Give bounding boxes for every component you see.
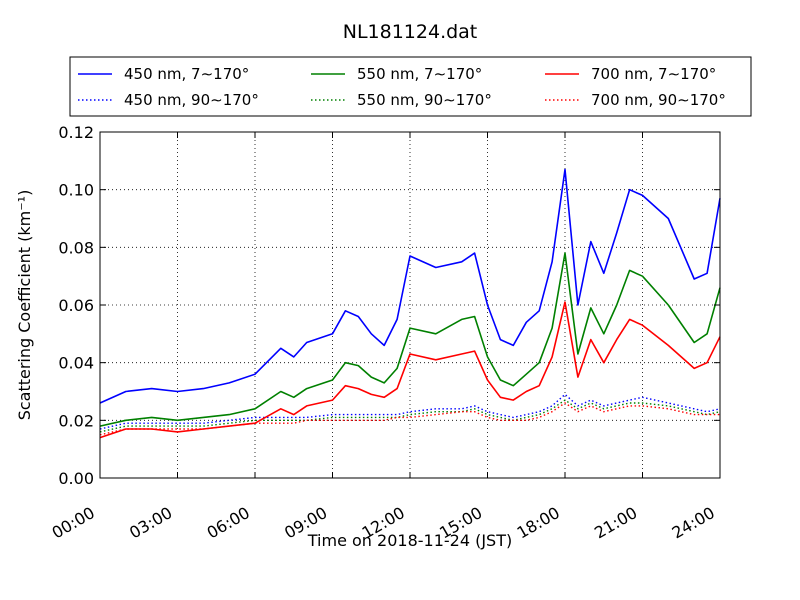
y-tick-label: 0.12 xyxy=(58,123,94,142)
series-line-2 xyxy=(99,252,721,427)
series-group xyxy=(99,168,721,439)
y-axis-label: Scattering Coefficient (km⁻¹) xyxy=(15,190,34,421)
series-line-0 xyxy=(99,168,721,404)
series-line-4 xyxy=(99,301,721,439)
y-tick-label: 0.08 xyxy=(58,238,94,257)
legend-label-1: 450 nm, 90∼170° xyxy=(124,91,259,109)
legend-label-5: 700 nm, 90∼170° xyxy=(591,91,726,109)
chart-title: NL181124.dat xyxy=(343,21,478,43)
y-tick-label: 0.04 xyxy=(58,354,94,373)
y-tick-label: 0.06 xyxy=(58,296,94,315)
y-tick-label: 0.10 xyxy=(58,181,94,200)
legend-label-3: 550 nm, 90∼170° xyxy=(357,91,492,109)
legend-label-2: 550 nm, 7∼170° xyxy=(357,65,482,83)
legend-box xyxy=(69,56,752,117)
x-axis-label: Time on 2018-11-24 (JST) xyxy=(307,531,512,550)
y-tick-label: 0.00 xyxy=(58,469,94,488)
legend-label-4: 700 nm, 7∼170° xyxy=(591,65,716,83)
y-tick-label: 0.02 xyxy=(58,411,94,430)
legend: 450 nm, 7∼170° 450 nm, 90∼170° 550 nm, 7∼1… xyxy=(69,56,752,117)
legend-label-0: 450 nm, 7∼170° xyxy=(124,65,249,83)
